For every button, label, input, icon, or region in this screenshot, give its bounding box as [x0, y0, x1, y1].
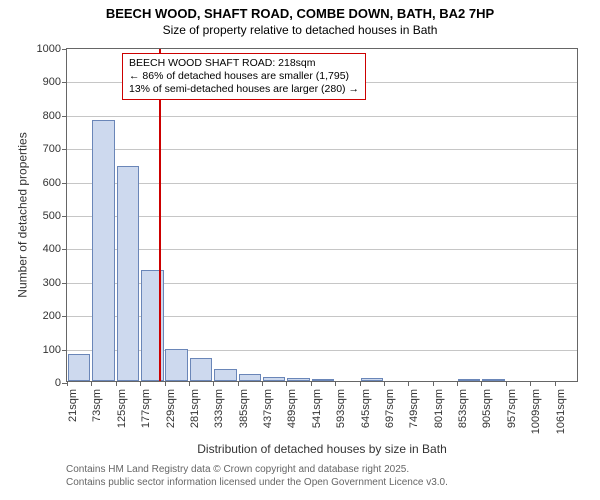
- histogram-bar: [263, 377, 285, 381]
- plot-area: 0100200300400500600700800900100021sqm73s…: [66, 48, 578, 382]
- y-tick-label: 0: [55, 377, 67, 389]
- x-tick-label: 957sqm: [506, 389, 518, 428]
- x-tick-label: 1009sqm: [530, 389, 542, 434]
- x-tick-label: 489sqm: [286, 389, 298, 428]
- histogram-bar: [190, 358, 212, 381]
- x-tick-mark: [116, 381, 117, 386]
- y-tick-label: 100: [43, 344, 67, 356]
- annotation-line: BEECH WOOD SHAFT ROAD: 218sqm: [129, 57, 359, 70]
- footer-attribution: Contains HM Land Registry data © Crown c…: [66, 464, 448, 489]
- grid-line: [67, 183, 577, 184]
- y-axis-title: Number of detached properties: [16, 132, 30, 297]
- x-tick-label: 437sqm: [262, 389, 274, 428]
- x-tick-mark: [213, 381, 214, 386]
- x-tick-label: 541sqm: [311, 389, 323, 428]
- y-tick-label: 500: [43, 210, 67, 222]
- x-tick-label: 697sqm: [384, 389, 396, 428]
- x-tick-mark: [238, 381, 239, 386]
- histogram-bar: [117, 166, 139, 381]
- x-tick-label: 645sqm: [360, 389, 372, 428]
- y-tick-label: 200: [43, 310, 67, 322]
- x-tick-mark: [67, 381, 68, 386]
- x-tick-mark: [384, 381, 385, 386]
- x-tick-label: 73sqm: [91, 389, 103, 422]
- y-tick-label: 700: [43, 143, 67, 155]
- x-tick-mark: [481, 381, 482, 386]
- grid-line: [67, 149, 577, 150]
- annotation-line: 13% of semi-detached houses are larger (…: [129, 83, 359, 96]
- histogram-bar: [361, 378, 383, 381]
- annotation-line: ← 86% of detached houses are smaller (1,…: [129, 70, 359, 83]
- histogram-bar: [287, 378, 309, 381]
- x-axis-title: Distribution of detached houses by size …: [197, 442, 446, 456]
- x-tick-mark: [360, 381, 361, 386]
- x-tick-mark: [311, 381, 312, 386]
- x-tick-mark: [408, 381, 409, 386]
- x-tick-label: 21sqm: [67, 389, 79, 422]
- chart-subtitle: Size of property relative to detached ho…: [0, 23, 600, 37]
- annotation-box: BEECH WOOD SHAFT ROAD: 218sqm← 86% of de…: [122, 53, 366, 100]
- x-tick-mark: [335, 381, 336, 386]
- x-tick-label: 333sqm: [213, 389, 225, 428]
- y-tick-label: 600: [43, 177, 67, 189]
- x-tick-mark: [189, 381, 190, 386]
- x-tick-mark: [555, 381, 556, 386]
- chart-title: BEECH WOOD, SHAFT ROAD, COMBE DOWN, BATH…: [0, 0, 600, 23]
- x-tick-label: 281sqm: [189, 389, 201, 428]
- x-tick-mark: [91, 381, 92, 386]
- footer-line2: Contains public sector information licen…: [66, 477, 448, 490]
- x-tick-mark: [140, 381, 141, 386]
- y-tick-label: 400: [43, 243, 67, 255]
- histogram-bar: [239, 374, 261, 381]
- y-tick-label: 800: [43, 110, 67, 122]
- footer-line1: Contains HM Land Registry data © Crown c…: [66, 464, 448, 477]
- x-tick-label: 1061sqm: [555, 389, 567, 434]
- x-tick-mark: [530, 381, 531, 386]
- chart-container: BEECH WOOD, SHAFT ROAD, COMBE DOWN, BATH…: [0, 0, 600, 500]
- y-tick-label: 900: [43, 76, 67, 88]
- x-tick-label: 229sqm: [165, 389, 177, 428]
- x-tick-label: 749sqm: [408, 389, 420, 428]
- histogram-bar: [92, 120, 114, 381]
- x-tick-label: 853sqm: [457, 389, 469, 428]
- x-tick-label: 125sqm: [116, 389, 128, 428]
- grid-line: [67, 116, 577, 117]
- histogram-bar: [458, 379, 480, 381]
- histogram-bar: [68, 354, 90, 381]
- y-tick-label: 300: [43, 277, 67, 289]
- x-tick-label: 801sqm: [433, 389, 445, 428]
- histogram-bar: [482, 379, 504, 381]
- x-tick-label: 593sqm: [335, 389, 347, 428]
- grid-line: [67, 216, 577, 217]
- x-tick-mark: [286, 381, 287, 386]
- x-tick-mark: [506, 381, 507, 386]
- histogram-bar: [312, 379, 334, 381]
- x-tick-mark: [433, 381, 434, 386]
- grid-line: [67, 249, 577, 250]
- histogram-bar: [165, 349, 187, 381]
- x-tick-mark: [165, 381, 166, 386]
- x-tick-label: 905sqm: [481, 389, 493, 428]
- x-tick-label: 385sqm: [238, 389, 250, 428]
- x-tick-label: 177sqm: [140, 389, 152, 428]
- x-tick-mark: [262, 381, 263, 386]
- x-tick-mark: [457, 381, 458, 386]
- y-tick-label: 1000: [37, 43, 67, 55]
- histogram-bar: [214, 369, 236, 381]
